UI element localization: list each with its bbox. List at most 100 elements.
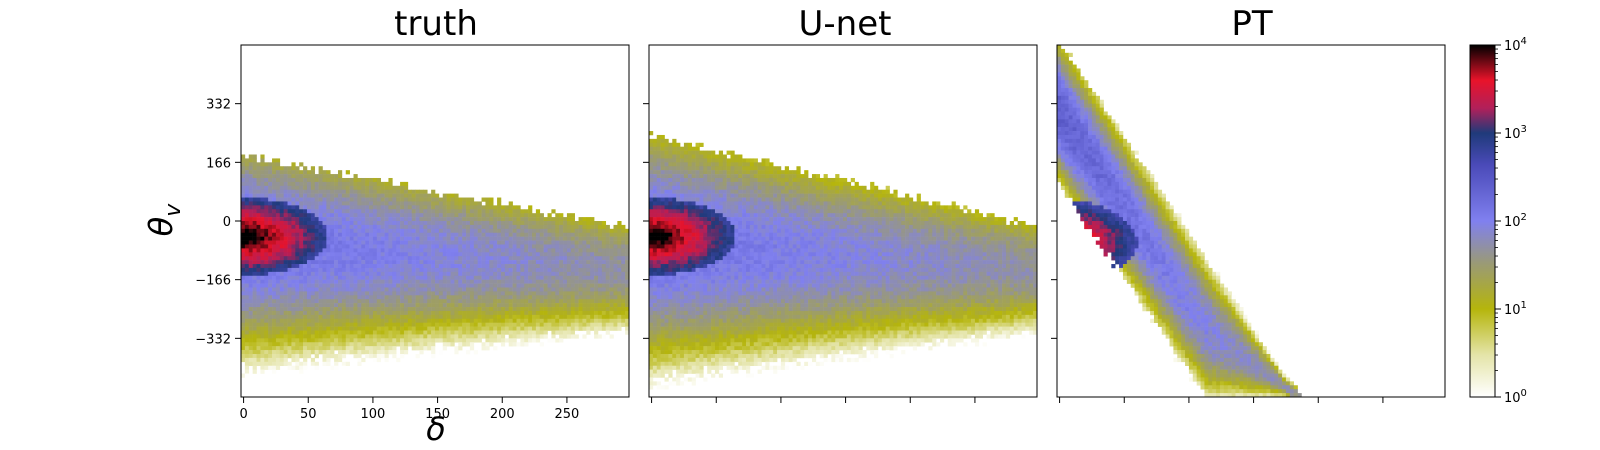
heatmap-cell xyxy=(295,252,300,257)
heatmap-cell xyxy=(303,221,308,226)
heatmap-cell xyxy=(361,201,366,206)
heatmap-cell xyxy=(279,275,284,280)
heatmap-cell xyxy=(594,236,599,241)
heatmap-cell xyxy=(248,287,253,292)
heatmap-cell xyxy=(500,338,506,343)
heatmap-cell xyxy=(411,189,416,194)
heatmap-cell xyxy=(248,326,253,331)
heatmap-cell xyxy=(687,346,692,351)
heatmap-cell xyxy=(652,142,658,147)
heatmap-cell xyxy=(345,256,350,261)
heatmap-cell xyxy=(438,271,444,277)
heatmap-cell xyxy=(365,264,370,269)
heatmap-cell xyxy=(248,209,253,214)
heatmap-cell xyxy=(384,299,389,304)
heatmap-cell xyxy=(272,303,277,308)
heatmap-cell xyxy=(423,189,428,194)
heatmap-cell xyxy=(528,256,533,261)
heatmap-cell xyxy=(252,264,257,269)
heatmap-cell xyxy=(431,209,436,214)
heatmap-cell xyxy=(353,252,358,257)
heatmap-cell xyxy=(594,307,599,312)
heatmap-cell xyxy=(512,291,517,296)
heatmap-cell xyxy=(295,342,300,347)
heatmap-cell xyxy=(676,170,681,175)
heatmap-cell xyxy=(287,209,292,214)
heatmap-cell xyxy=(326,350,331,355)
heatmap-cell xyxy=(578,295,583,300)
heatmap-cell xyxy=(597,248,603,253)
heatmap-cell xyxy=(691,189,696,194)
heatmap-cell xyxy=(543,322,548,327)
heatmap-cell xyxy=(349,299,354,304)
heatmap-cell xyxy=(303,271,308,277)
heatmap-cell xyxy=(578,310,583,316)
heatmap-cell xyxy=(384,283,389,288)
heatmap-cell xyxy=(680,342,685,347)
heatmap-cell xyxy=(481,221,486,226)
heatmap-cell xyxy=(594,256,599,261)
heatmap-cell xyxy=(283,205,288,210)
heatmap-cell xyxy=(559,287,564,292)
heatmap-cell xyxy=(256,185,261,191)
heatmap-cell xyxy=(594,224,599,230)
heatmap-cell xyxy=(609,295,614,300)
heatmap-cell xyxy=(322,357,327,363)
heatmap-cell xyxy=(256,303,261,308)
heatmap-cell xyxy=(570,267,575,273)
heatmap-cell xyxy=(450,228,455,234)
heatmap-cell xyxy=(407,240,413,245)
heatmap-cell xyxy=(275,170,281,175)
heatmap-cell xyxy=(272,350,277,355)
heatmap-cell xyxy=(687,361,692,367)
heatmap-cell xyxy=(241,295,246,300)
heatmap-cell xyxy=(431,346,436,351)
heatmap-cell xyxy=(372,275,378,280)
heatmap-cell xyxy=(609,322,614,327)
heatmap-cell xyxy=(547,307,552,312)
heatmap-cell xyxy=(291,193,296,198)
heatmap-cell xyxy=(691,232,696,237)
heatmap-cell xyxy=(372,252,378,257)
heatmap-cell xyxy=(668,201,673,206)
heatmap-cell xyxy=(676,162,681,167)
heatmap-cell xyxy=(427,338,432,343)
heatmap-cell xyxy=(551,291,556,296)
heatmap-cell xyxy=(376,264,381,269)
heatmap-cell xyxy=(264,205,269,210)
heatmap-cell xyxy=(656,291,661,296)
heatmap-cell xyxy=(248,252,253,257)
heatmap-cell xyxy=(473,236,478,241)
heatmap-cell xyxy=(687,330,692,335)
heatmap-cell xyxy=(272,232,277,237)
heatmap-cell xyxy=(656,307,661,312)
heatmap-cell xyxy=(489,240,494,245)
heatmap-cell xyxy=(687,162,692,167)
heatmap-cell xyxy=(283,264,288,269)
heatmap-cell xyxy=(376,279,381,284)
heatmap-cell xyxy=(566,299,572,304)
heatmap-cell xyxy=(446,205,451,210)
heatmap-cell xyxy=(423,346,428,351)
heatmap-cell xyxy=(415,283,420,288)
heatmap-cell xyxy=(574,318,579,323)
heatmap-cell xyxy=(361,240,366,245)
heatmap-cell xyxy=(291,346,296,351)
heatmap-cell xyxy=(411,334,416,339)
heatmap-cell xyxy=(338,240,343,245)
heatmap-cell xyxy=(535,334,541,339)
heatmap-cell xyxy=(384,221,389,226)
heatmap-cell xyxy=(485,264,490,269)
heatmap-cell xyxy=(672,177,677,183)
heatmap-cell xyxy=(672,322,677,327)
heatmap-cell xyxy=(687,318,692,323)
heatmap-cell xyxy=(241,213,246,218)
heatmap-cell xyxy=(275,303,281,308)
heatmap-cell xyxy=(649,346,654,351)
heatmap-cell xyxy=(415,299,420,304)
heatmap-cell xyxy=(326,221,331,226)
heatmap-cell xyxy=(524,232,529,237)
heatmap-cell xyxy=(605,240,610,245)
heatmap-cell xyxy=(299,205,304,210)
heatmap-cell xyxy=(466,248,471,253)
